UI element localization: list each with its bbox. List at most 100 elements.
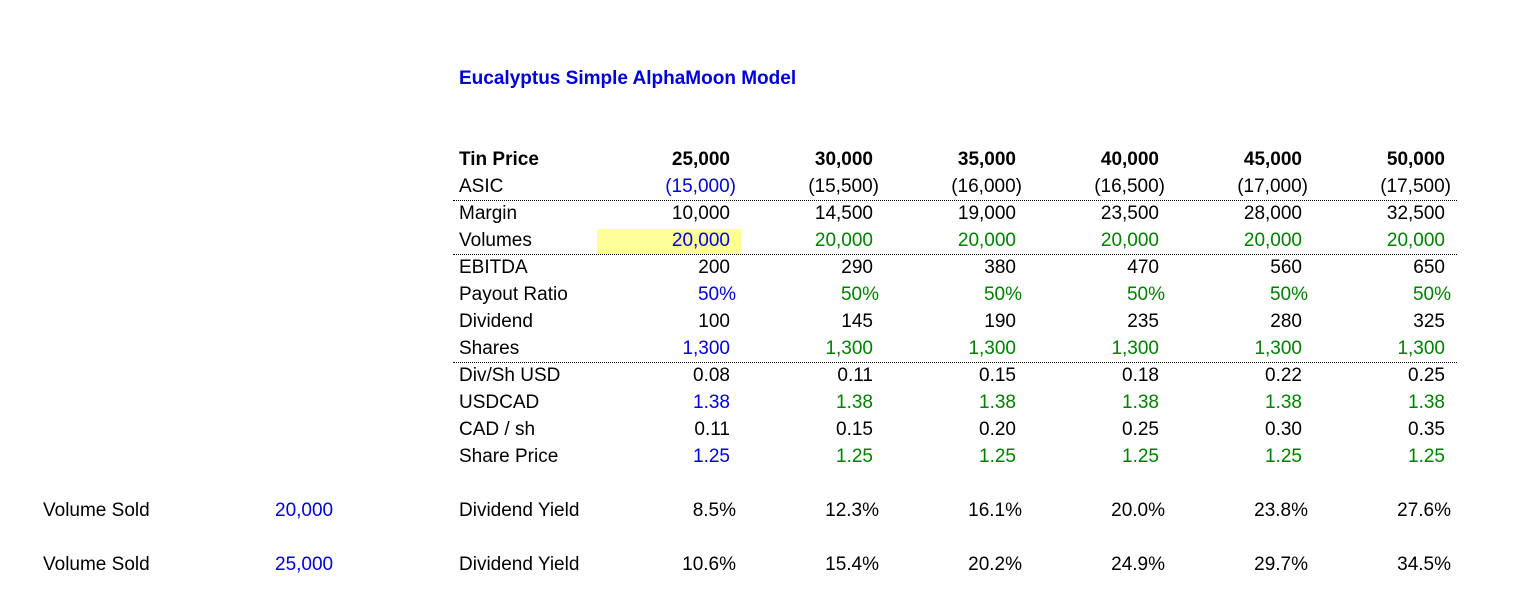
table-cell: 1.38 <box>979 392 1016 413</box>
table-cell: 0.11 <box>694 419 730 440</box>
table-cell: 1,300 <box>682 338 730 359</box>
dividend-yield-label: Dividend Yield <box>459 500 580 521</box>
row-label: Dividend <box>459 311 533 332</box>
table-cell: 0.08 <box>693 365 730 386</box>
row-label: Volumes <box>459 230 532 251</box>
row-divider <box>453 362 1457 363</box>
table-cell: 1,300 <box>968 338 1016 359</box>
table-cell: 1,300 <box>1397 338 1445 359</box>
dividend-yield-cell: 23.8% <box>1254 500 1308 521</box>
table-cell: 50% <box>697 284 736 305</box>
table-cell: 20,000 <box>814 230 873 251</box>
row-label: CAD / sh <box>459 419 536 440</box>
dividend-yield-cell: 16.1% <box>968 500 1022 521</box>
model-title: Eucalyptus Simple AlphaMoon Model <box>459 68 797 89</box>
table-cell: 1.25 <box>1265 446 1302 467</box>
row-divider <box>453 200 1457 201</box>
table-cell: 20,000 <box>1386 230 1445 251</box>
volume-sold-label: Volume Sold <box>43 554 150 575</box>
table-cell: 100 <box>698 311 730 332</box>
volume-sold-value: 20,000 <box>275 500 334 521</box>
row-label: Share Price <box>459 446 559 467</box>
dividend-yield-cell: 27.6% <box>1397 500 1451 521</box>
row-label: Div/Sh USD <box>459 365 561 386</box>
table-cell: (17,500) <box>1380 176 1451 197</box>
table-cell: 0.15 <box>836 419 873 440</box>
dividend-yield-cell: 12.3% <box>825 500 879 521</box>
table-cell: 50,000 <box>1386 149 1445 170</box>
table-cell: 1.25 <box>693 446 730 467</box>
table-cell: 1.38 <box>836 392 873 413</box>
table-cell: 10,000 <box>671 203 730 224</box>
table-cell: 50% <box>983 284 1022 305</box>
table-cell: 0.30 <box>1265 419 1302 440</box>
table-cell: 35,000 <box>957 149 1016 170</box>
table-cell: (15,500) <box>808 176 879 197</box>
table-cell: 1.25 <box>1408 446 1445 467</box>
table-cell: 470 <box>1127 257 1159 278</box>
table-cell: (15,000) <box>665 176 736 197</box>
row-label: EBITDA <box>459 257 528 278</box>
table-cell: 20,000 <box>1243 230 1302 251</box>
row-label: Tin Price <box>459 149 539 170</box>
table-cell: 380 <box>984 257 1016 278</box>
table-cell: 19,000 <box>957 203 1016 224</box>
table-cell: 14,500 <box>814 203 873 224</box>
table-cell: 200 <box>698 257 730 278</box>
dividend-yield-cell: 8.5% <box>692 500 736 521</box>
dividend-yield-cell: 29.7% <box>1254 554 1308 575</box>
dividend-yield-cell: 15.4% <box>825 554 879 575</box>
row-divider <box>453 254 1457 255</box>
table-cell: 1.38 <box>1408 392 1445 413</box>
table-cell: 325 <box>1413 311 1445 332</box>
row-label: USDCAD <box>459 392 540 413</box>
table-cell: 50% <box>1269 284 1308 305</box>
table-cell: 1.38 <box>693 392 730 413</box>
table-cell: 50% <box>840 284 879 305</box>
volume-sold-value: 25,000 <box>275 554 334 575</box>
table-cell: 235 <box>1127 311 1159 332</box>
dividend-yield-cell: 20.0% <box>1111 500 1165 521</box>
table-cell: 45,000 <box>1243 149 1302 170</box>
table-cell: 1.38 <box>1122 392 1159 413</box>
dividend-yield-cell: 34.5% <box>1397 554 1451 575</box>
table-cell: 650 <box>1413 257 1445 278</box>
dividend-yield-cell: 24.9% <box>1111 554 1165 575</box>
dividend-yield-cell: 20.2% <box>968 554 1022 575</box>
table-cell: 0.35 <box>1408 419 1445 440</box>
table-cell: 0.25 <box>1122 419 1159 440</box>
table-cell: (16,500) <box>1094 176 1165 197</box>
table-cell: 0.22 <box>1265 365 1302 386</box>
row-label: ASIC <box>459 176 504 197</box>
table-cell: 28,000 <box>1243 203 1302 224</box>
table-cell: 1,300 <box>825 338 873 359</box>
table-cell: 280 <box>1270 311 1302 332</box>
table-cell: 25,000 <box>671 149 730 170</box>
table-cell: 290 <box>841 257 873 278</box>
table-cell: 50% <box>1412 284 1451 305</box>
table-cell: (16,000) <box>951 176 1022 197</box>
table-cell: 190 <box>984 311 1016 332</box>
row-label: Shares <box>459 338 520 359</box>
table-cell: 32,500 <box>1386 203 1445 224</box>
table-cell: 1.38 <box>1265 392 1302 413</box>
table-cell: 30,000 <box>814 149 873 170</box>
table-cell: 1.25 <box>979 446 1016 467</box>
table-cell: 0.20 <box>979 419 1016 440</box>
table-cell: 20,000 <box>1100 230 1159 251</box>
table-cell: 1.25 <box>1122 446 1159 467</box>
table-cell: 20,000 <box>957 230 1016 251</box>
table-cell: 1,300 <box>1111 338 1159 359</box>
table-cell: 0.11 <box>837 365 873 386</box>
row-label: Payout Ratio <box>459 284 568 305</box>
dividend-yield-cell: 10.6% <box>682 554 736 575</box>
table-cell: 23,500 <box>1100 203 1159 224</box>
table-cell: 0.18 <box>1122 365 1159 386</box>
table-cell: 1.25 <box>836 446 873 467</box>
table-cell: 50% <box>1126 284 1165 305</box>
table-cell: 560 <box>1270 257 1302 278</box>
table-cell: 0.25 <box>1408 365 1445 386</box>
table-cell: 0.15 <box>979 365 1016 386</box>
volume-sold-label: Volume Sold <box>43 500 150 521</box>
row-label: Margin <box>459 203 518 224</box>
